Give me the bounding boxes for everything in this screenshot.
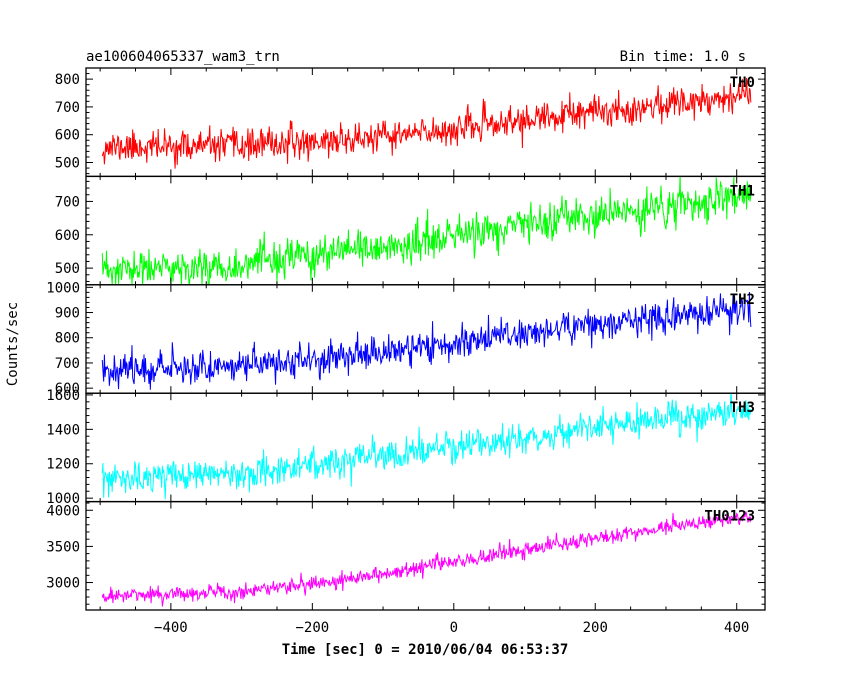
series-line-th1 (101, 176, 752, 285)
y-tick-label: 3000 (46, 576, 80, 592)
y-tick-label: 500 (55, 261, 80, 277)
series-line-th0 (101, 77, 752, 169)
y-tick-label: 600 (55, 381, 80, 397)
y-tick-label: 1000 (46, 280, 80, 296)
panel-th0123: 3000 3500 4000 TH0123 (46, 500, 766, 611)
bin-time-label: Bin time: 1.0 s (620, 49, 746, 65)
y-tick-label: 800 (55, 331, 80, 347)
y-tick-label: 700 (55, 100, 80, 116)
x-tick-label: −200 (295, 620, 329, 636)
y-tick-label: 1400 (46, 422, 80, 438)
series-label-th0: TH0 (730, 75, 755, 91)
panel-th1: 500 600 700 TH1 (55, 175, 766, 286)
panel-th3: 1000 1200 1400 1600 TH3 (46, 388, 766, 507)
panel-th2: 600 700 800 900 1000 TH2 (46, 280, 766, 397)
series-line-th2 (101, 291, 752, 390)
series-line-th3 (101, 393, 752, 500)
x-tick-label: −400 (154, 620, 188, 636)
y-tick-label: 700 (55, 194, 80, 210)
x-axis-label: Time [sec] 0 = 2010/06/04 06:53:37 (282, 642, 569, 658)
panel-frame (85, 67, 766, 178)
panels-group: 500 600 700 800 TH0 500 600 700 TH1 600 700 800 900 1… (46, 67, 766, 611)
y-tick-label: 900 (55, 306, 80, 322)
y-tick-label: 700 (55, 356, 80, 372)
series-label-th2: TH2 (730, 292, 755, 308)
series-line-th0123 (101, 511, 752, 607)
x-tick-label: 400 (724, 620, 749, 636)
series-label-th3: TH3 (730, 400, 755, 416)
y-tick-label: 800 (55, 72, 80, 88)
panel-frame (85, 500, 766, 611)
y-tick-label: 4000 (46, 503, 80, 519)
y-tick-label: 1000 (46, 491, 80, 507)
y-tick-label: 1200 (46, 457, 80, 473)
chart-title: ae100604065337_wam3_trn (86, 49, 280, 65)
panel-th0: 500 600 700 800 TH0 (55, 67, 766, 178)
x-tick-label: 0 (450, 620, 458, 636)
y-tick-label: 600 (55, 228, 80, 244)
y-axis-label: Counts/sec (5, 302, 21, 386)
series-label-th1: TH1 (730, 183, 755, 199)
y-tick-label: 1600 (46, 388, 80, 404)
series-label-th0123: TH0123 (704, 509, 755, 525)
x-tick-label: 200 (583, 620, 608, 636)
y-tick-label: 600 (55, 128, 80, 144)
x-axis: −400 −200 0 200 400 (154, 620, 749, 636)
y-tick-label: 3500 (46, 539, 80, 555)
panel-frame (85, 284, 766, 394)
y-tick-label: 500 (55, 156, 80, 172)
